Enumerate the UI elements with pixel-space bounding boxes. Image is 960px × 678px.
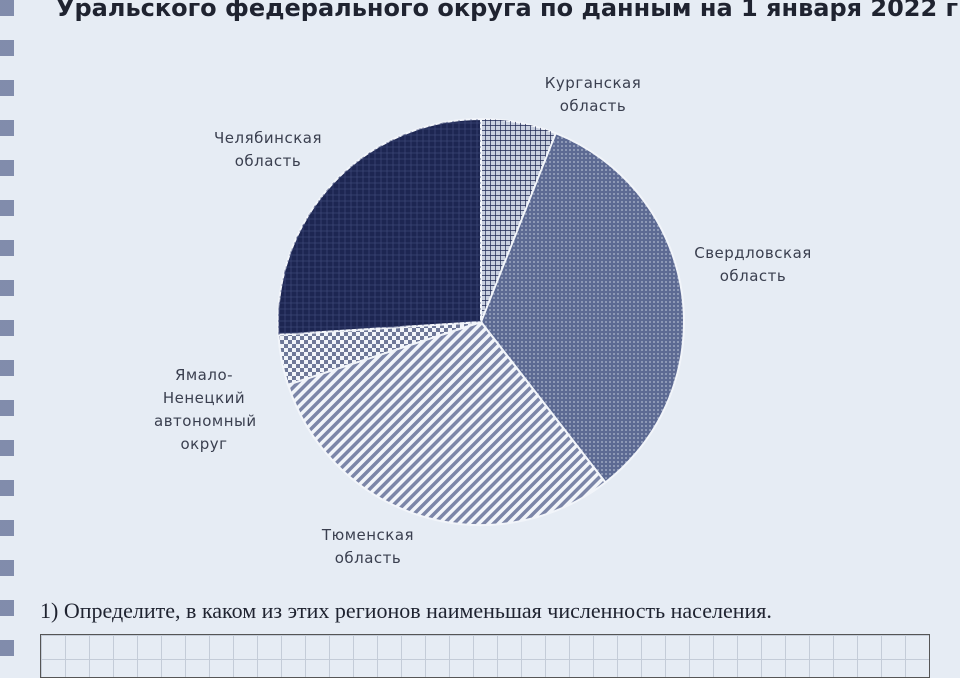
slice-texture [278, 119, 481, 335]
slice-texture [481, 119, 556, 322]
page-edge [0, 0, 14, 670]
question-text: 1) Определите, в каком из этих регионов … [40, 598, 772, 623]
answer-box[interactable] [40, 634, 930, 678]
slice-label: Челябинская область [214, 129, 322, 170]
slice-texture [287, 322, 606, 525]
slice-label: Тюменская область [321, 526, 415, 567]
slice-label: Ямало-Ненецкий автономный округ [154, 366, 257, 453]
slice-texture [278, 322, 481, 385]
slice-texture [481, 133, 684, 483]
chart-title: Уральского федерального округа по данным… [56, 0, 960, 22]
slice-label: Курганская область [544, 74, 642, 115]
slice-label: Свердловская область [694, 244, 812, 285]
